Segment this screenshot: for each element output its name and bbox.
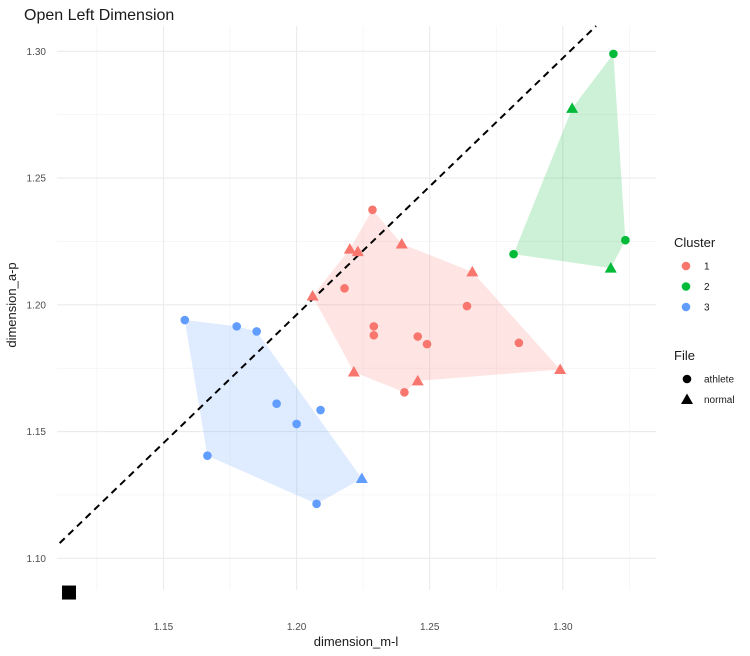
- cluster-2-point: [604, 262, 617, 273]
- cluster-3-point: [252, 327, 261, 336]
- cluster-hulls: [184, 53, 626, 504]
- y-tick-label: 1.20: [27, 300, 47, 311]
- legend-file-title: File: [674, 348, 695, 363]
- cluster-2-point: [621, 235, 630, 245]
- legend-cluster-key: [681, 261, 691, 271]
- legend-file-label: normal: [704, 395, 735, 406]
- legend-file-label: athlete: [704, 375, 734, 386]
- cluster-1-point: [554, 363, 567, 374]
- y-axis-ticks: 1.10 1.15 1.20 1.25 1.30: [27, 47, 47, 565]
- legend-cluster-title: Cluster: [674, 235, 716, 250]
- grid-lines: [57, 26, 656, 590]
- cluster-1-point: [369, 322, 379, 331]
- square-marker: [61, 585, 76, 600]
- legend-cluster-items: 1 2 3: [681, 261, 710, 314]
- cluster-3-point: [272, 399, 281, 408]
- y-tick-label: 1.30: [27, 47, 47, 58]
- cluster-3-point: [312, 499, 321, 509]
- cluster-2-point: [509, 249, 518, 259]
- x-tick-label: 1.30: [553, 622, 573, 633]
- cluster-1-point: [411, 374, 424, 386]
- legend-cluster-key: [681, 282, 691, 291]
- cluster-3-point: [355, 472, 368, 483]
- legend-cluster-label: 1: [704, 262, 710, 273]
- cluster-1-point: [369, 330, 379, 340]
- legend-file-key: [681, 393, 693, 404]
- cluster-1-point: [395, 237, 408, 249]
- cluster-2-point: [609, 49, 618, 59]
- cluster-1-point: [514, 338, 524, 348]
- y-axis-label: dimension_a-p: [4, 262, 19, 347]
- diagonal-dashed-line: [58, 25, 597, 544]
- x-tick-label: 1.25: [420, 622, 440, 633]
- cluster-1-point: [462, 301, 472, 311]
- cluster-1-point: [368, 205, 377, 215]
- cluster-1-point: [422, 339, 432, 349]
- x-axis-label: dimension_m-l: [314, 634, 399, 649]
- cluster-3-hull: [184, 320, 362, 504]
- cluster-2-point: [566, 102, 579, 113]
- cluster-2-hull: [513, 53, 626, 269]
- y-tick-label: 1.10: [27, 554, 47, 565]
- chart-title: Open Left Dimension: [24, 7, 174, 24]
- legend-file-items: athlete normal: [681, 374, 735, 406]
- reference-line: [58, 25, 597, 544]
- cluster-1-point: [306, 289, 319, 301]
- x-axis-ticks: 1.15 1.20 1.25 1.30: [154, 622, 573, 633]
- cluster-1-point: [343, 243, 356, 254]
- cluster-3-point: [203, 451, 212, 460]
- legend: Cluster 1 2 3 File athlete normal: [674, 235, 735, 406]
- legend-cluster-key: [681, 302, 691, 312]
- legend-file-key: [682, 374, 692, 384]
- cluster-1-point: [400, 387, 409, 397]
- y-tick-label: 1.15: [27, 427, 47, 438]
- x-tick-label: 1.15: [154, 622, 174, 633]
- legend-cluster-label: 2: [704, 282, 710, 293]
- cluster-3-point: [180, 315, 190, 325]
- data-points: [180, 49, 630, 509]
- cluster-1-point: [347, 366, 360, 377]
- cluster-3-point: [316, 405, 325, 415]
- corner-marker: [61, 585, 76, 600]
- cluster-1-point: [413, 332, 423, 341]
- x-tick-label: 1.20: [287, 622, 307, 633]
- y-tick-label: 1.25: [27, 174, 47, 185]
- cluster-1-hull: [312, 209, 561, 393]
- cluster-1-point: [466, 265, 479, 277]
- cluster-3-point: [232, 322, 241, 331]
- cluster-3-point: [292, 419, 301, 429]
- legend-cluster-label: 3: [704, 303, 710, 314]
- cluster-1-point: [351, 245, 364, 257]
- cluster-1-point: [340, 284, 349, 293]
